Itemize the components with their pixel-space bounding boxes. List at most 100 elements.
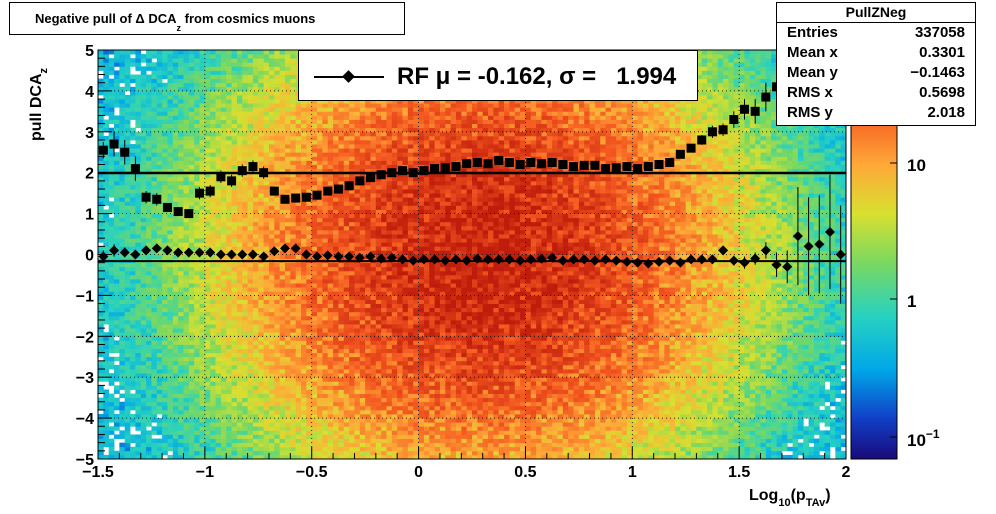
stats-key: Mean y [787,63,838,83]
square-marker [377,170,386,179]
square-marker [270,187,279,196]
square-marker [430,164,439,173]
square-marker [345,181,354,190]
square-marker [99,146,108,155]
stats-key: RMS y [787,103,833,123]
square-marker [366,173,375,182]
stats-row: Mean y −0.1463 [777,63,975,83]
y-axis-title: pull DCAz [28,67,50,141]
y-tick-label: −1 [76,288,94,305]
square-marker [334,185,343,194]
square-marker [110,140,119,149]
square-marker [761,93,770,102]
square-marker [612,163,621,172]
stats-value: 2.018 [927,103,965,123]
y-tick-label: −3 [76,370,94,387]
x-axis-title-end: ) [825,487,830,504]
stats-value: −0.1463 [910,63,965,83]
square-marker [484,159,493,168]
x-tick-label: −1 [196,464,214,481]
y-tick-label: 0 [85,248,94,265]
legend-label: RF μ = -0.162, σ = 1.994 [397,63,676,91]
square-marker [248,162,257,171]
x-axis-title: Log10(pTAv) [749,487,831,509]
square-marker [131,164,140,173]
stats-title: PullZNeg [777,3,975,23]
square-marker [473,158,482,167]
square-marker [633,164,642,173]
x-tick-label: 0.5 [514,464,536,481]
square-marker [152,195,161,204]
square-marker [601,164,610,173]
square-marker [398,166,407,175]
square-marker [751,107,760,116]
y-tick-label: 3 [85,125,94,142]
square-marker [708,127,717,136]
x-tick-label: 1.5 [728,464,750,481]
x-tick-label: 2 [842,464,851,481]
square-marker [291,194,300,203]
x-axis-title-sub1: 10 [778,497,790,509]
stats-value: 0.3301 [919,43,965,63]
square-marker [163,203,172,212]
square-marker [323,187,332,196]
square-marker [387,168,396,177]
y-tick-label: −2 [76,329,94,346]
square-marker [590,161,599,170]
square-marker [227,176,236,185]
square-marker [142,193,151,202]
square-marker [687,144,696,153]
square-marker [740,105,749,114]
square-marker [644,162,653,171]
x-axis-title-mid: (p [791,487,806,504]
square-marker [569,162,578,171]
y-axis-title-sub: z [38,67,50,73]
x-tick-label: −0.5 [296,464,328,481]
square-marker [729,115,738,124]
square-marker [355,176,364,185]
square-marker [719,125,728,134]
y-tick-label: 5 [85,43,94,60]
stats-row: RMS x 0.5698 [777,83,975,103]
square-marker [195,189,204,198]
square-marker [526,158,535,167]
square-marker [409,168,418,177]
square-marker [537,159,546,168]
square-marker [580,161,589,170]
square-marker [505,158,514,167]
x-tick-label: 0 [414,464,423,481]
square-marker [548,158,557,167]
z-tick-label: 10−1 [907,427,940,450]
square-marker [302,193,311,202]
title-delta: Δ [135,11,144,26]
legend-diamond-marker [342,70,355,83]
y-tick-label: −4 [76,411,94,428]
z-tick-label: 10 [907,156,926,175]
square-marker [622,162,631,171]
square-marker [655,160,664,169]
square-marker [206,187,215,196]
square-marker [494,156,503,165]
stats-row: Entries 337058 [777,23,975,43]
stats-value: 337058 [915,23,965,43]
square-marker [462,159,471,168]
x-axis-title-sub2: TAv [806,497,826,509]
square-marker [516,160,525,169]
title-subscript: z [177,23,182,33]
stats-key: RMS x [787,83,833,103]
stats-value: 0.5698 [919,83,965,103]
square-marker [281,195,290,204]
square-marker [313,191,322,200]
legend-box: RF μ = -0.162, σ = 1.994 [298,50,698,101]
stats-key: Entries [787,23,838,43]
square-marker [558,160,567,169]
square-marker [665,158,674,167]
y-tick-label: −5 [76,452,94,469]
square-marker [174,207,183,216]
stats-row: RMS y 2.018 [777,103,975,123]
square-marker [697,135,706,144]
square-marker [451,162,460,171]
